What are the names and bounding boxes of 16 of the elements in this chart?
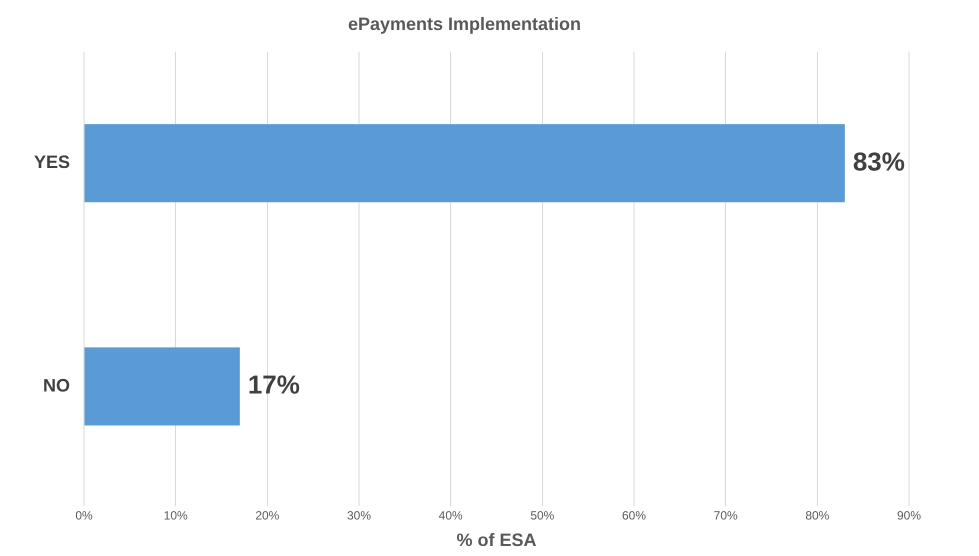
x-tick-label: 30% — [346, 508, 372, 523]
data-label: 83% — [852, 146, 905, 176]
x-tick-label: 70% — [714, 508, 738, 523]
y-tick-label: YES — [34, 152, 70, 172]
x-tick-label: 10% — [164, 508, 188, 523]
x-tick-label: 80% — [805, 508, 830, 523]
x-tick-label: 60% — [622, 508, 646, 523]
x-tick-label: 0% — [75, 508, 94, 523]
data-label: 17% — [248, 370, 300, 400]
x-tick-label: 50% — [530, 508, 555, 523]
x-tick-label: 90% — [896, 508, 922, 523]
x-tick-label: 20% — [255, 508, 280, 523]
x-axis-title: % of ESA — [456, 530, 537, 550]
chart-title: ePayments Implementation — [348, 14, 582, 34]
x-tick-label: 40% — [438, 508, 464, 523]
y-tick-label: NO — [43, 375, 70, 396]
